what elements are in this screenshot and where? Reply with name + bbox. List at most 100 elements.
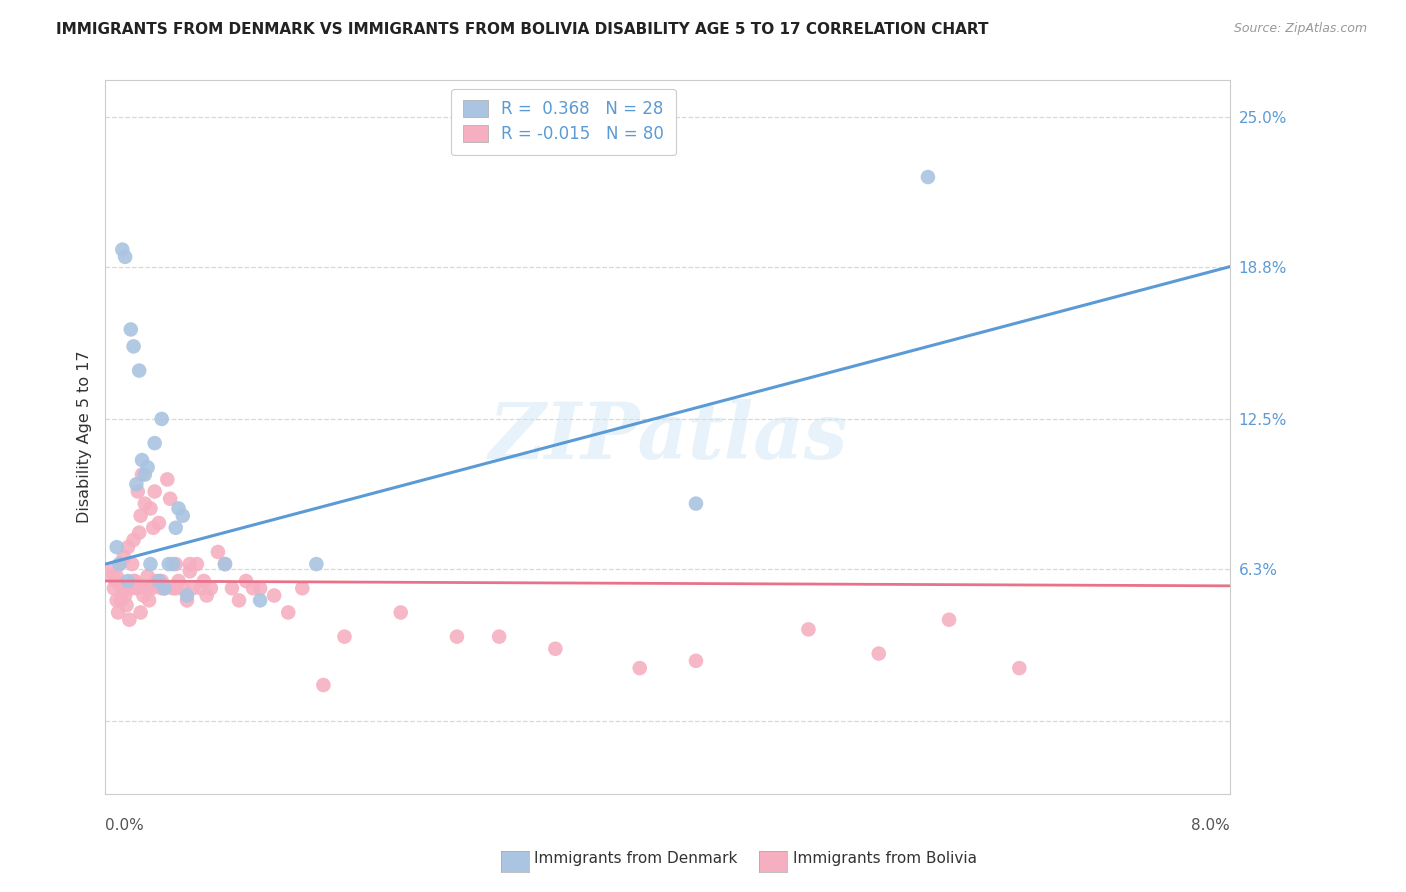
Point (129, 508, 152, 523)
Point (148, 574, 170, 588)
Point (136, 460, 159, 475)
Point (153, 581, 176, 595)
Point (172, 581, 194, 595)
Point (172, 508, 194, 523)
Point (132, 589, 155, 603)
Point (107, 606, 129, 620)
Point (122, 574, 145, 588)
Point (200, 581, 222, 595)
Point (111, 581, 134, 595)
Point (628, 661, 651, 675)
Point (938, 613, 960, 627)
Point (139, 557, 162, 571)
Point (127, 484, 149, 499)
Point (128, 363, 150, 377)
Point (105, 540, 128, 554)
Point (165, 557, 187, 571)
Text: IMMIGRANTS FROM DENMARK VS IMMIGRANTS FROM BOLIVIA DISABILITY AGE 5 TO 17 CORREL: IMMIGRANTS FROM DENMARK VS IMMIGRANTS FR… (56, 22, 988, 37)
Point (134, 467, 156, 482)
Point (156, 472, 179, 486)
Point (235, 574, 257, 588)
Point (228, 593, 250, 607)
Point (108, 557, 131, 571)
Point (114, 250, 136, 264)
Point (143, 484, 166, 499)
Point (389, 606, 412, 620)
Point (291, 581, 314, 595)
Point (165, 521, 187, 535)
Point (105, 569, 128, 583)
Point (150, 581, 173, 595)
Point (110, 593, 132, 607)
Point (143, 436, 166, 450)
Point (488, 630, 510, 644)
Text: Immigrants from Bolivia: Immigrants from Bolivia (793, 851, 977, 865)
Point (150, 574, 173, 588)
Point (141, 581, 163, 595)
Point (122, 533, 145, 547)
Point (181, 581, 204, 595)
Point (162, 557, 184, 571)
Point (685, 497, 707, 511)
Text: Source: ZipAtlas.com: Source: ZipAtlas.com (1233, 22, 1367, 36)
Point (136, 581, 159, 595)
Point (1008, 661, 1031, 675)
Point (104, 574, 127, 588)
Point (122, 339, 145, 353)
Point (124, 574, 146, 588)
Point (112, 549, 135, 564)
Point (263, 589, 285, 603)
Point (118, 613, 141, 627)
Point (135, 581, 157, 595)
Point (153, 581, 176, 595)
Point (544, 641, 567, 656)
Point (148, 516, 170, 530)
Point (249, 593, 271, 607)
Point (134, 497, 156, 511)
Point (115, 598, 138, 612)
Point (129, 606, 152, 620)
Point (115, 581, 138, 595)
Text: ZIPatlas: ZIPatlas (488, 399, 848, 475)
Point (176, 593, 198, 607)
Point (128, 525, 150, 540)
Point (333, 630, 356, 644)
Point (305, 557, 328, 571)
Point (125, 477, 148, 491)
Text: 8.0%: 8.0% (1191, 818, 1230, 832)
Point (125, 581, 148, 595)
Point (150, 412, 173, 426)
Point (242, 581, 264, 595)
Point (207, 545, 229, 559)
Point (114, 589, 136, 603)
Point (221, 581, 243, 595)
Y-axis label: Disability Age 5 to 17: Disability Age 5 to 17 (76, 351, 91, 524)
Point (120, 322, 142, 336)
Point (142, 521, 165, 535)
Point (446, 630, 468, 644)
Text: 0.0%: 0.0% (105, 818, 145, 832)
Point (111, 243, 134, 257)
Point (131, 453, 153, 467)
Point (186, 557, 208, 571)
Point (162, 581, 184, 595)
Point (105, 593, 128, 607)
Point (121, 557, 143, 571)
Point (167, 574, 190, 588)
Point (195, 589, 218, 603)
Point (868, 647, 890, 661)
Point (145, 574, 167, 588)
Point (176, 589, 198, 603)
Point (159, 491, 181, 506)
Point (214, 557, 236, 571)
Point (917, 169, 939, 184)
Point (179, 565, 201, 579)
Legend: R =  0.368   N = 28, R = -0.015   N = 80: R = 0.368 N = 28, R = -0.015 N = 80 (451, 88, 676, 155)
Point (797, 623, 820, 637)
Point (120, 581, 142, 595)
Point (277, 606, 299, 620)
Text: Immigrants from Denmark: Immigrants from Denmark (534, 851, 738, 865)
Point (249, 581, 271, 595)
Point (312, 678, 335, 692)
Point (165, 581, 187, 595)
